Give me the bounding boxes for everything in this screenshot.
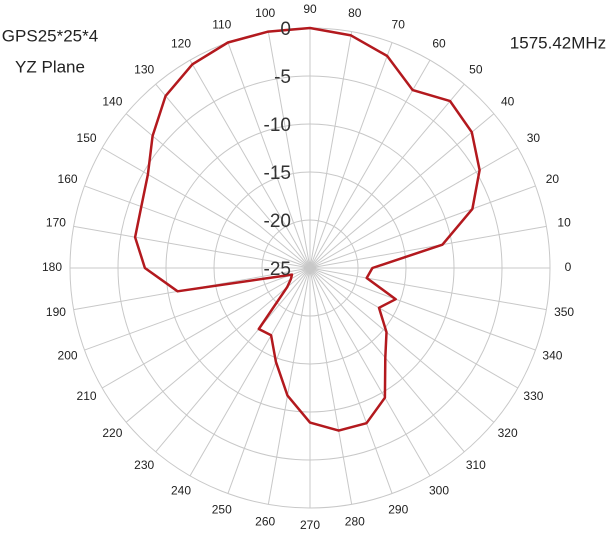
spoke	[267, 31, 311, 269]
spoke	[309, 267, 495, 423]
angle-label: 90	[303, 2, 317, 16]
angle-label: 180	[42, 260, 62, 274]
angle-label: 130	[134, 63, 154, 77]
angle-label: 320	[498, 426, 518, 440]
angle-label: 230	[134, 458, 154, 472]
radial-tick-label: -20	[264, 211, 291, 232]
spoke	[309, 267, 393, 494]
angle-label: 270	[300, 518, 320, 532]
angle-label: 350	[554, 305, 574, 319]
grid	[69, 27, 551, 509]
angle-label: 210	[77, 389, 97, 403]
angle-label: 120	[171, 37, 191, 51]
spoke	[189, 59, 311, 269]
radial-tick-label: -10	[264, 115, 291, 136]
angle-label: 30	[527, 131, 541, 145]
chart-subtitle: YZ Plane	[15, 57, 85, 76]
spoke	[155, 83, 311, 269]
spoke	[189, 267, 311, 477]
angle-label: 100	[255, 6, 275, 20]
spoke	[309, 185, 536, 269]
angle-label: 240	[171, 484, 191, 498]
radial-tick-label: 0	[280, 19, 291, 40]
spoke	[309, 225, 547, 269]
chart-title: GPS25*25*4	[2, 26, 98, 45]
radial-tick-label: -25	[264, 259, 291, 280]
angle-label: 170	[46, 215, 66, 229]
angle-label: 190	[46, 305, 66, 319]
spoke	[155, 267, 311, 453]
angle-label: 150	[77, 131, 97, 145]
spoke	[227, 267, 311, 494]
angle-label: 40	[501, 94, 515, 108]
spoke	[309, 147, 519, 269]
spoke	[309, 267, 519, 389]
spoke	[125, 267, 311, 423]
angle-label: 220	[102, 426, 122, 440]
angle-label: 140	[102, 94, 122, 108]
angle-label: 110	[212, 18, 231, 32]
angle-label: 160	[58, 172, 78, 186]
angle-label: 50	[469, 63, 483, 77]
angle-label: 0	[565, 260, 572, 274]
radial-tick-label: -15	[264, 163, 291, 184]
spoke	[309, 31, 353, 269]
angle-label: 300	[429, 484, 449, 498]
angle-label: 200	[58, 348, 78, 362]
angle-label: 10	[557, 215, 571, 229]
spoke	[309, 113, 495, 269]
angle-label: 70	[392, 18, 406, 32]
spoke	[309, 267, 431, 477]
spoke	[84, 267, 311, 351]
spoke	[309, 267, 547, 311]
angle-label: 290	[388, 503, 408, 517]
spoke	[84, 185, 311, 269]
labels: 0 10 20 30 40 50 60 70 80 90 100 110 120 130 140 150 160…	[42, 2, 574, 532]
angle-label: 250	[212, 503, 232, 517]
spoke	[309, 267, 536, 351]
spoke	[73, 225, 311, 269]
spoke	[227, 42, 311, 269]
spoke	[267, 267, 311, 505]
angle-label: 330	[523, 389, 543, 403]
spoke	[309, 42, 393, 269]
spoke	[101, 147, 311, 269]
angle-label: 340	[542, 348, 562, 362]
angle-label: 20	[546, 172, 560, 186]
spoke	[309, 83, 465, 269]
radial-tick-label: -5	[274, 67, 291, 88]
angle-label: 280	[345, 514, 365, 528]
spoke	[125, 113, 311, 269]
frequency-label: 1575.42MHz	[510, 33, 606, 52]
angle-label: 60	[432, 37, 446, 51]
spoke	[309, 267, 465, 453]
angle-label: 260	[255, 514, 275, 528]
pattern-line	[133, 26, 481, 432]
angle-label: 80	[348, 6, 362, 20]
spoke	[309, 59, 431, 269]
spoke	[101, 267, 311, 389]
spoke	[309, 267, 353, 505]
plot	[133, 26, 481, 432]
angle-label: 310	[466, 458, 486, 472]
